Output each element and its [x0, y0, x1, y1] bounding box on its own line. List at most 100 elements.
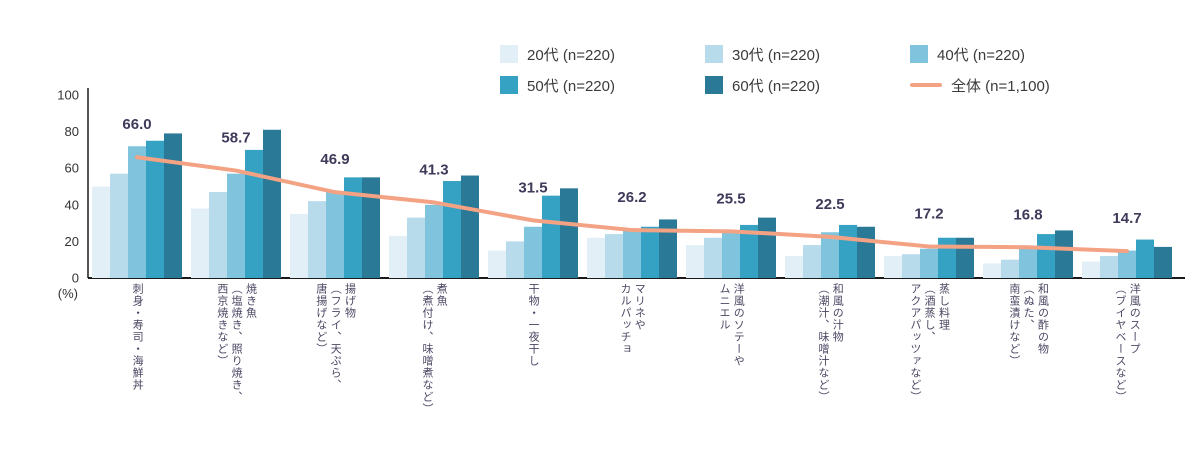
value-label: 31.5	[518, 179, 547, 196]
value-label: 22.5	[815, 196, 844, 213]
category-label: 洋風のソテーや ムニエル	[686, 283, 776, 463]
y-tick-label: 20	[65, 234, 79, 249]
legend-color-swatch-icon	[910, 45, 928, 63]
legend-label: 60代 (n=220)	[732, 77, 820, 95]
bar	[839, 224, 857, 278]
value-label: 16.8	[1013, 206, 1042, 223]
bar	[1055, 230, 1073, 278]
bar	[425, 204, 443, 278]
legend-label: 20代 (n=220)	[527, 46, 615, 64]
category-label: 煮魚 （煮付け、味噌煮など）	[389, 283, 479, 463]
category-label: マリネや カルパッチョ	[587, 283, 677, 463]
bar	[506, 241, 524, 278]
bar	[344, 177, 362, 278]
bar	[1118, 250, 1136, 278]
bar	[443, 181, 461, 278]
value-label: 41.3	[419, 161, 448, 178]
legend-label: 全体 (n=1,100)	[951, 77, 1050, 95]
bar	[245, 149, 263, 278]
legend-item: 全体 (n=1,100)	[910, 75, 1050, 95]
value-label: 46.9	[320, 151, 349, 168]
bar	[686, 245, 704, 278]
bar	[1019, 248, 1037, 278]
category-label: 焼き魚 （塩焼き、照り焼き、 西京焼きなど）	[191, 283, 281, 463]
category-label-text: 干物・一夜干し	[527, 283, 540, 367]
category-label: 刺身・寿司・海鮮丼	[92, 283, 182, 463]
y-axis-unit-label: (%)	[57, 286, 78, 301]
category-label: 和風の汁物 （潮汁、味噌汁など）	[785, 283, 875, 463]
category-label: 揚げ物 （フライ、天ぷら、 唐揚げなど）	[290, 283, 380, 463]
bar	[560, 188, 578, 278]
legend-line-swatch-icon	[910, 83, 942, 87]
bar	[587, 237, 605, 278]
legend-item: 30代 (n=220)	[705, 44, 820, 64]
category-label-text: 刺身・寿司・海鮮丼	[131, 283, 144, 391]
category-labels: 刺身・寿司・海鮮丼 焼き魚 （塩焼き、照り焼き、 西京焼きなど） 揚げ物 （フライ、…	[0, 283, 1200, 466]
legend-item: 60代 (n=220)	[705, 75, 820, 95]
value-label: 14.7	[1112, 210, 1141, 227]
category-label-text: 揚げ物 （フライ、天ぷら、 唐揚げなど）	[314, 283, 356, 391]
bar	[956, 237, 974, 278]
bar	[128, 146, 146, 278]
bar	[902, 254, 920, 278]
y-tick-label: 0	[72, 271, 79, 286]
category-label-text: 煮魚 （煮付け、味噌煮など）	[421, 283, 448, 415]
bar	[542, 195, 560, 278]
bar	[389, 235, 407, 278]
bar	[227, 173, 245, 278]
bar	[659, 219, 677, 278]
category-label: 洋風のスープ （ブイヤベースなど）	[1082, 283, 1172, 463]
value-label: 58.7	[221, 130, 250, 147]
bar	[1082, 261, 1100, 278]
bar	[857, 226, 875, 278]
bar	[308, 201, 326, 278]
legend-color-swatch-icon	[500, 76, 518, 94]
total-line	[135, 155, 1129, 254]
bar	[326, 191, 344, 278]
bar	[191, 208, 209, 278]
bar	[209, 191, 227, 278]
bar	[524, 226, 542, 278]
bar	[623, 230, 641, 278]
bar	[146, 140, 164, 278]
bar	[704, 237, 722, 278]
bar	[407, 217, 425, 278]
value-label: 66.0	[122, 116, 151, 133]
category-label: 蒸し料理 （酒蒸し、 アクアパッツァなど）	[884, 283, 974, 463]
value-label: 17.2	[914, 206, 943, 223]
bar	[290, 213, 308, 278]
bar	[785, 256, 803, 278]
legend-item: 20代 (n=220)	[500, 44, 615, 64]
legend-item: 50代 (n=220)	[500, 75, 615, 95]
category-label-text: マリネや カルパッチョ	[619, 283, 646, 355]
bar	[1001, 259, 1019, 278]
bar	[488, 250, 506, 278]
bar	[758, 217, 776, 278]
bar	[164, 133, 182, 278]
bar	[938, 237, 956, 278]
bar	[263, 129, 281, 278]
category-label-text: 和風の酢の物 （ぬた、 南蛮漬けなど）	[1007, 283, 1049, 367]
bar	[740, 224, 758, 278]
value-label: 26.2	[617, 189, 646, 206]
bar	[884, 256, 902, 278]
bar	[920, 248, 938, 278]
bar	[1037, 234, 1055, 278]
bar	[362, 177, 380, 278]
legend-color-swatch-icon	[705, 76, 723, 94]
bar	[1100, 256, 1118, 278]
bar	[1136, 239, 1154, 278]
y-tick-label: 60	[65, 161, 79, 176]
legend-color-swatch-icon	[500, 45, 518, 63]
legend-label: 30代 (n=220)	[732, 46, 820, 64]
category-label-text: 焼き魚 （塩焼き、照り焼き、 西京焼きなど）	[215, 283, 257, 403]
bar	[1154, 246, 1172, 278]
value-label: 25.5	[716, 190, 745, 207]
category-label-text: 蒸し料理 （酒蒸し、 アクアパッツァなど）	[908, 283, 950, 403]
category-label-text: 洋風のソテーや ムニエル	[718, 283, 745, 367]
category-label: 和風の酢の物 （ぬた、 南蛮漬けなど）	[983, 283, 1073, 463]
y-tick-label: 40	[65, 197, 79, 212]
legend-label: 40代 (n=220)	[937, 46, 1025, 64]
